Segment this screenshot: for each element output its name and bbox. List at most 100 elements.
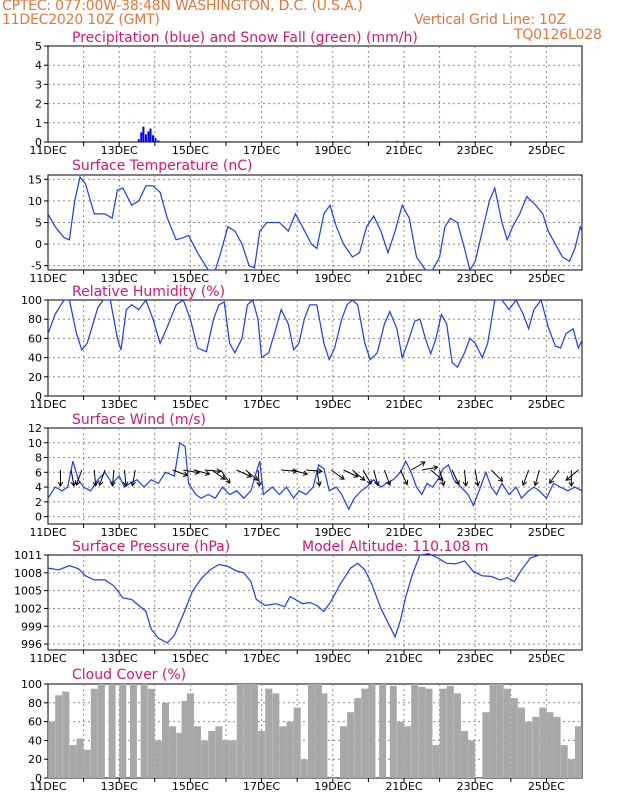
wind-arrow-head (474, 481, 481, 487)
cloud-bar (411, 684, 419, 778)
panel-title: Surface Temperature (nC) (72, 158, 253, 174)
wind-arrow-head (565, 475, 571, 481)
y-tick-label: 20 (28, 753, 42, 766)
wind-arrow (70, 469, 77, 487)
wind-arrow-shaft (75, 469, 83, 486)
wind-arrow-head (568, 481, 575, 487)
precip-bar (142, 126, 145, 142)
cloud-bar (243, 684, 251, 778)
x-tick-label: 11DEC (29, 780, 66, 793)
x-tick-label: 23DEC (457, 144, 494, 157)
wind-arrow (521, 469, 530, 486)
wind-arrow (343, 469, 359, 478)
wind-arrow-head (92, 481, 99, 487)
y-tick-label: 80 (28, 313, 42, 326)
y-tick-label: 10 (28, 437, 42, 450)
precip-bar (157, 140, 160, 142)
wind-arrow-head (182, 471, 189, 477)
panel-title: Cloud Cover (%) (72, 667, 186, 683)
y-tick-label: 6 (35, 466, 42, 479)
y-tick-label: 60 (28, 716, 42, 729)
series-line-1 (47, 175, 583, 272)
y-tick-label: 100 (21, 678, 42, 691)
init-time: 11DEC2020 10Z (GMT) (2, 12, 160, 28)
cloud-bar (265, 688, 273, 778)
x-tick-label: 13DEC (101, 398, 138, 411)
panel-title: Precipitation (blue) and Snow Fall (gree… (72, 30, 418, 46)
y-tick-label: 1011 (14, 549, 42, 562)
wind-arrow (92, 469, 99, 487)
cloud-bar (108, 684, 116, 778)
panel-0: 0 1 2 3 4 5 11DEC 13DEC 15DEC 17DEC 19DEC 21DEC 23DE… (29, 30, 583, 157)
wind-arrow-shaft (421, 466, 438, 471)
snow-bar (509, 141, 512, 142)
snow-bar (420, 141, 423, 142)
station-header: CPTEC: 077:00W-38:48N WASHINGTON, D.C. (… (2, 0, 363, 14)
panel-frame (47, 554, 583, 651)
x-tick-label: 11DEC (29, 652, 66, 665)
wind-arrow (193, 469, 211, 476)
y-tick-label: 40 (28, 734, 42, 747)
wind-arrow-head (440, 480, 446, 487)
y-tick-label: 12 (28, 422, 42, 435)
snow-bar (314, 141, 316, 142)
precip-bar (395, 141, 398, 142)
cloud-bar (129, 684, 137, 778)
cloud-bar (119, 684, 127, 778)
cloud-bar (475, 778, 483, 779)
panel-frame (47, 683, 583, 779)
cloud-bar (186, 693, 194, 778)
y-tick-label: 1 (35, 117, 42, 130)
wind-arrow-head (433, 465, 439, 471)
cloud-bar (315, 684, 323, 778)
wind-arrow (291, 469, 309, 476)
wind-arrow (533, 469, 540, 487)
series-line-2 (47, 298, 583, 369)
cloud-bar (161, 702, 169, 778)
cloud-bar (76, 738, 84, 778)
cloud-bar (461, 731, 469, 778)
cloud-bar (286, 721, 294, 778)
wind-arrow-shaft (362, 469, 372, 485)
wind-arrow (74, 469, 83, 486)
wind-arrow-head (246, 472, 253, 478)
x-tick-label: 13DEC (101, 272, 138, 285)
cloud-bar (90, 688, 98, 778)
wind-arrow-head (225, 478, 231, 484)
cloud-bar (525, 721, 533, 778)
cloud-bar (553, 716, 561, 778)
wind-arrow-shaft (111, 469, 115, 486)
wind-arrow (306, 468, 324, 474)
y-tick-label: 1002 (14, 602, 42, 615)
wind-arrow-head (109, 481, 116, 487)
wind-arrow (122, 469, 129, 487)
wind-arrow-head (57, 481, 64, 487)
x-tick-label: 21DEC (385, 272, 422, 285)
model-altitude: Model Altitude: 110.108 m (302, 539, 488, 555)
wind-arrow-head (253, 475, 259, 481)
cloud-bar (169, 726, 177, 778)
wind-arrow-head (549, 478, 555, 484)
x-tick-label: 17DEC (243, 780, 280, 793)
snow-bar (492, 141, 494, 142)
wind-arrow-head (220, 474, 226, 480)
wind-arrow-shaft (93, 469, 97, 486)
x-tick-label: 17DEC (243, 526, 280, 539)
snow-bar (278, 141, 281, 142)
y-tick-label: 996 (21, 638, 42, 651)
cloud-bar (354, 698, 362, 778)
wind-arrow-shaft (236, 469, 252, 478)
wind-arrow-head (497, 476, 504, 483)
x-tick-label: 25DEC (528, 652, 565, 665)
wind-arrow-head (420, 461, 426, 467)
x-tick-label: 25DEC (528, 272, 565, 285)
cloud-bar (418, 686, 426, 778)
snow-bar (349, 141, 352, 142)
wind-arrow-shaft (383, 469, 391, 486)
model-id: TQ0126L028 (514, 27, 602, 43)
cloud-bar (404, 726, 412, 778)
panel-3: 0 2 4 68 10 12 11DEC 13DEC 15DEC 17DEC 19DEC 21DEC 2… (28, 412, 583, 539)
wind-arrow-shaft (343, 469, 359, 478)
wind-arrow-shaft (464, 469, 467, 486)
